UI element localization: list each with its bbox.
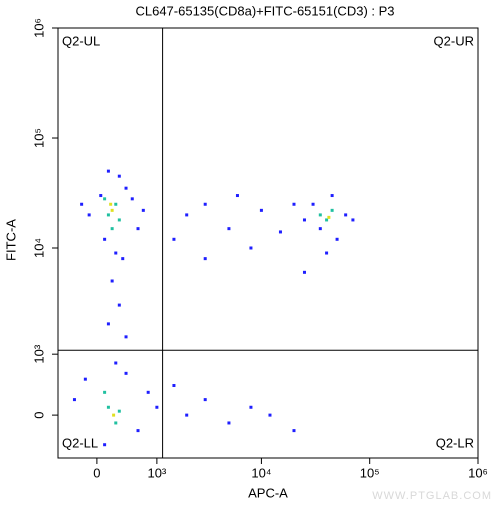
event-dot <box>114 421 118 425</box>
event-dot <box>114 202 118 206</box>
event-dot <box>106 213 110 217</box>
x-axis-label: APC-A <box>248 485 288 500</box>
event-dot <box>117 174 121 178</box>
event-dot <box>103 390 107 394</box>
event-dot <box>106 405 110 409</box>
event-dot <box>203 257 207 261</box>
event-dot <box>80 202 84 206</box>
event-dot <box>110 208 114 212</box>
watermark: WWW.PTGLAB.COM <box>372 490 492 502</box>
y-axis-label: FITC-A <box>3 219 18 261</box>
y-tick-label: 10⁵ <box>31 128 46 148</box>
event-dot <box>302 218 306 222</box>
event-dot <box>268 413 272 417</box>
event-dot <box>227 421 231 425</box>
event-dot <box>185 213 189 217</box>
event-dot <box>292 202 296 206</box>
event-dot <box>172 237 176 241</box>
event-dot <box>155 405 159 409</box>
event-dot <box>330 194 334 198</box>
event-dot <box>318 227 322 231</box>
event-dot <box>103 197 107 201</box>
event-dot <box>344 213 348 217</box>
event-dot <box>325 251 329 255</box>
y-tick-label: 0 <box>31 411 46 418</box>
event-dot <box>227 227 231 231</box>
event-dot <box>185 413 189 417</box>
event-dot <box>109 202 113 206</box>
quadrant-label: Q2-LL <box>62 435 98 450</box>
quadrant-label: Q2-UL <box>62 33 100 48</box>
event-dot <box>235 194 239 198</box>
event-dot <box>249 246 253 250</box>
event-dot <box>292 429 296 433</box>
event-dot <box>99 194 103 198</box>
chart-title: CL647-65135(CD8a)+FITC-65151(CD3) : P3 <box>135 3 394 18</box>
event-dot <box>124 371 128 375</box>
event-dot <box>335 237 339 241</box>
quadrant-label: Q2-UR <box>434 33 474 48</box>
event-dot <box>259 208 263 212</box>
event-dot <box>325 218 329 222</box>
event-dot <box>136 227 140 231</box>
event-dot <box>117 218 121 222</box>
event-dot <box>249 405 253 409</box>
event-dot <box>121 257 125 261</box>
event-dot <box>141 208 145 212</box>
event-dot <box>203 398 207 402</box>
event-dot <box>103 443 107 447</box>
event-dot <box>327 215 331 219</box>
event-dot <box>203 202 207 206</box>
y-tick-label: 10³ <box>31 344 46 363</box>
event-dot <box>124 186 128 190</box>
event-dot <box>172 384 176 388</box>
event-dot <box>278 230 282 234</box>
event-dot <box>302 270 306 274</box>
x-tick-label: 10⁶ <box>468 465 488 480</box>
event-dot <box>117 409 121 413</box>
plot-frame <box>57 27 479 459</box>
event-dot <box>106 169 110 173</box>
event-dot <box>87 213 91 217</box>
event-dot <box>124 335 128 339</box>
event-dot <box>117 303 121 307</box>
x-tick-label: 10⁴ <box>251 465 271 480</box>
event-dot <box>351 218 355 222</box>
event-dot <box>72 398 76 402</box>
event-dot <box>130 197 134 201</box>
event-dot <box>114 361 118 365</box>
quadrant-label: Q2-LR <box>436 435 474 450</box>
event-dot <box>146 390 150 394</box>
y-tick-label: 10⁶ <box>31 18 46 38</box>
event-dot <box>103 237 107 241</box>
event-dot <box>330 208 334 212</box>
event-dot <box>318 213 322 217</box>
event-dot <box>110 227 114 231</box>
event-dot <box>114 251 118 255</box>
x-tick-label: 10⁵ <box>360 465 380 480</box>
event-dot <box>106 322 110 326</box>
event-dot <box>136 429 140 433</box>
y-tick-label: 10⁴ <box>31 238 46 258</box>
event-dot <box>112 413 116 417</box>
event-dot <box>83 377 87 381</box>
x-tick-label: 0 <box>93 465 100 480</box>
x-tick-label: 10³ <box>147 465 166 480</box>
event-dot <box>110 279 114 283</box>
event-dot <box>311 202 315 206</box>
